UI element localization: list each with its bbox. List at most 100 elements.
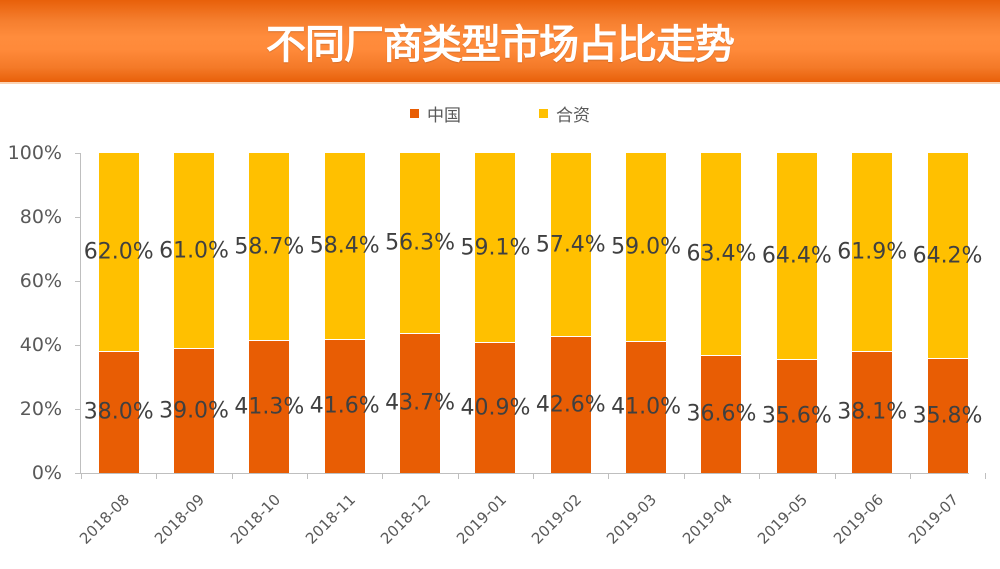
stacked-bar[interactable]	[400, 153, 441, 473]
x-axis	[80, 473, 969, 474]
stacked-bar[interactable]	[701, 153, 742, 473]
bar-segment-jv	[324, 153, 365, 340]
bar-segment-china	[475, 342, 516, 473]
bar-segment-china	[98, 351, 139, 473]
bar-segment-jv	[626, 153, 667, 342]
data-label-jv: 64.2%	[912, 243, 983, 269]
x-axis-label: 2018-11	[302, 490, 360, 548]
x-axis-label: 2019-07	[904, 490, 962, 548]
data-label-jv: 56.3%	[385, 230, 456, 256]
bar-segment-separator	[550, 336, 591, 338]
data-label-china: 40.9%	[460, 395, 531, 421]
bar-segment-china	[550, 336, 591, 473]
bar-segment-separator	[98, 350, 139, 352]
data-label-jv: 62.0%	[83, 239, 154, 265]
stacked-bar[interactable]	[550, 153, 591, 473]
title-banner: 不同厂商类型市场占比走势	[0, 0, 1000, 82]
data-label-jv: 58.4%	[309, 233, 380, 259]
data-label-china: 43.7%	[385, 390, 456, 416]
x-tick	[608, 473, 610, 479]
stacked-bar[interactable]	[927, 153, 968, 473]
bar-segment-china	[927, 358, 968, 473]
stacked-bar[interactable]	[776, 153, 817, 473]
bar-segment-china	[701, 355, 742, 473]
y-tick-label: 40%	[19, 334, 62, 356]
data-label-china: 41.3%	[234, 394, 305, 420]
legend-item-jv: 合资	[539, 101, 590, 126]
banner-divider	[0, 82, 1000, 84]
chart-title: 不同厂商类型市场占比走势	[266, 22, 735, 68]
legend-swatch-jv-icon	[539, 109, 548, 118]
bar-segment-separator	[626, 341, 667, 343]
bar-segment-china	[174, 348, 215, 473]
bar-segment-china	[324, 339, 365, 473]
bar-segment-separator	[776, 358, 817, 360]
x-axis-label: 2019-02	[528, 490, 586, 548]
data-label-china: 41.6%	[309, 393, 380, 419]
x-tick	[382, 473, 384, 479]
bar-segment-jv	[400, 153, 441, 334]
stacked-bar[interactable]	[852, 153, 893, 473]
legend-label-jv: 合资	[556, 106, 590, 126]
x-tick	[81, 473, 82, 479]
legend-swatch-china-icon	[410, 109, 419, 118]
legend: 中国 合资	[0, 101, 1000, 126]
stacked-bar[interactable]	[475, 153, 516, 473]
x-axis-label: 2018-10	[226, 490, 284, 548]
bar-segment-jv	[701, 153, 742, 356]
bar-segment-china	[776, 359, 817, 473]
y-tick-label: 0%	[31, 462, 62, 484]
x-axis-label: 2019-04	[678, 490, 736, 548]
bar-segment-separator	[324, 339, 365, 341]
bar-segment-china	[626, 341, 667, 473]
y-tick	[75, 217, 81, 218]
x-tick	[457, 473, 459, 479]
x-tick	[307, 473, 309, 479]
data-label-jv: 59.0%	[611, 234, 682, 260]
x-tick	[909, 473, 911, 479]
data-label-china: 36.6%	[686, 401, 757, 427]
y-tick-label: 60%	[19, 270, 62, 292]
bar-segment-jv	[927, 153, 968, 359]
x-axis-label: 2018-09	[151, 490, 209, 548]
stacked-bar[interactable]	[98, 153, 139, 473]
x-tick	[985, 473, 987, 479]
bar-segment-china	[249, 340, 290, 473]
bar-segment-china	[400, 333, 441, 473]
x-tick	[533, 473, 535, 479]
y-tick	[75, 345, 81, 346]
x-tick	[683, 473, 685, 479]
y-tick	[75, 153, 81, 154]
bar-segment-jv	[550, 153, 591, 337]
bar-segment-separator	[400, 332, 441, 334]
data-label-china: 39.0%	[159, 398, 229, 424]
bar-segment-jv	[852, 153, 893, 352]
x-axis-label: 2019-01	[452, 490, 510, 548]
x-axis-label: 2019-06	[829, 490, 887, 548]
y-axis	[80, 153, 81, 474]
data-label-china: 41.0%	[611, 394, 682, 420]
bar-segment-jv	[776, 153, 817, 360]
legend-item-china: 中国	[410, 101, 461, 126]
bar-segment-separator	[852, 350, 893, 352]
stacked-bar[interactable]	[249, 153, 290, 473]
x-tick	[759, 473, 761, 479]
x-tick	[156, 473, 158, 479]
data-label-jv: 63.4%	[686, 241, 757, 267]
stacked-bar[interactable]	[174, 153, 215, 473]
data-label-jv: 57.4%	[535, 232, 606, 258]
y-tick-label: 20%	[19, 398, 62, 420]
data-label-jv: 61.9%	[837, 239, 908, 265]
bar-segment-jv	[98, 153, 139, 352]
bar-segment-jv	[475, 153, 516, 343]
x-axis-label: 2018-08	[75, 490, 134, 548]
data-label-jv: 59.1%	[460, 235, 531, 261]
bar-segment-jv	[249, 153, 290, 341]
x-axis-label: 2019-03	[603, 490, 661, 548]
bar-segment-separator	[249, 340, 290, 342]
stacked-bar[interactable]	[324, 153, 365, 473]
x-tick	[231, 473, 233, 479]
data-label-china: 38.1%	[837, 399, 908, 425]
stacked-bar[interactable]	[626, 153, 667, 473]
